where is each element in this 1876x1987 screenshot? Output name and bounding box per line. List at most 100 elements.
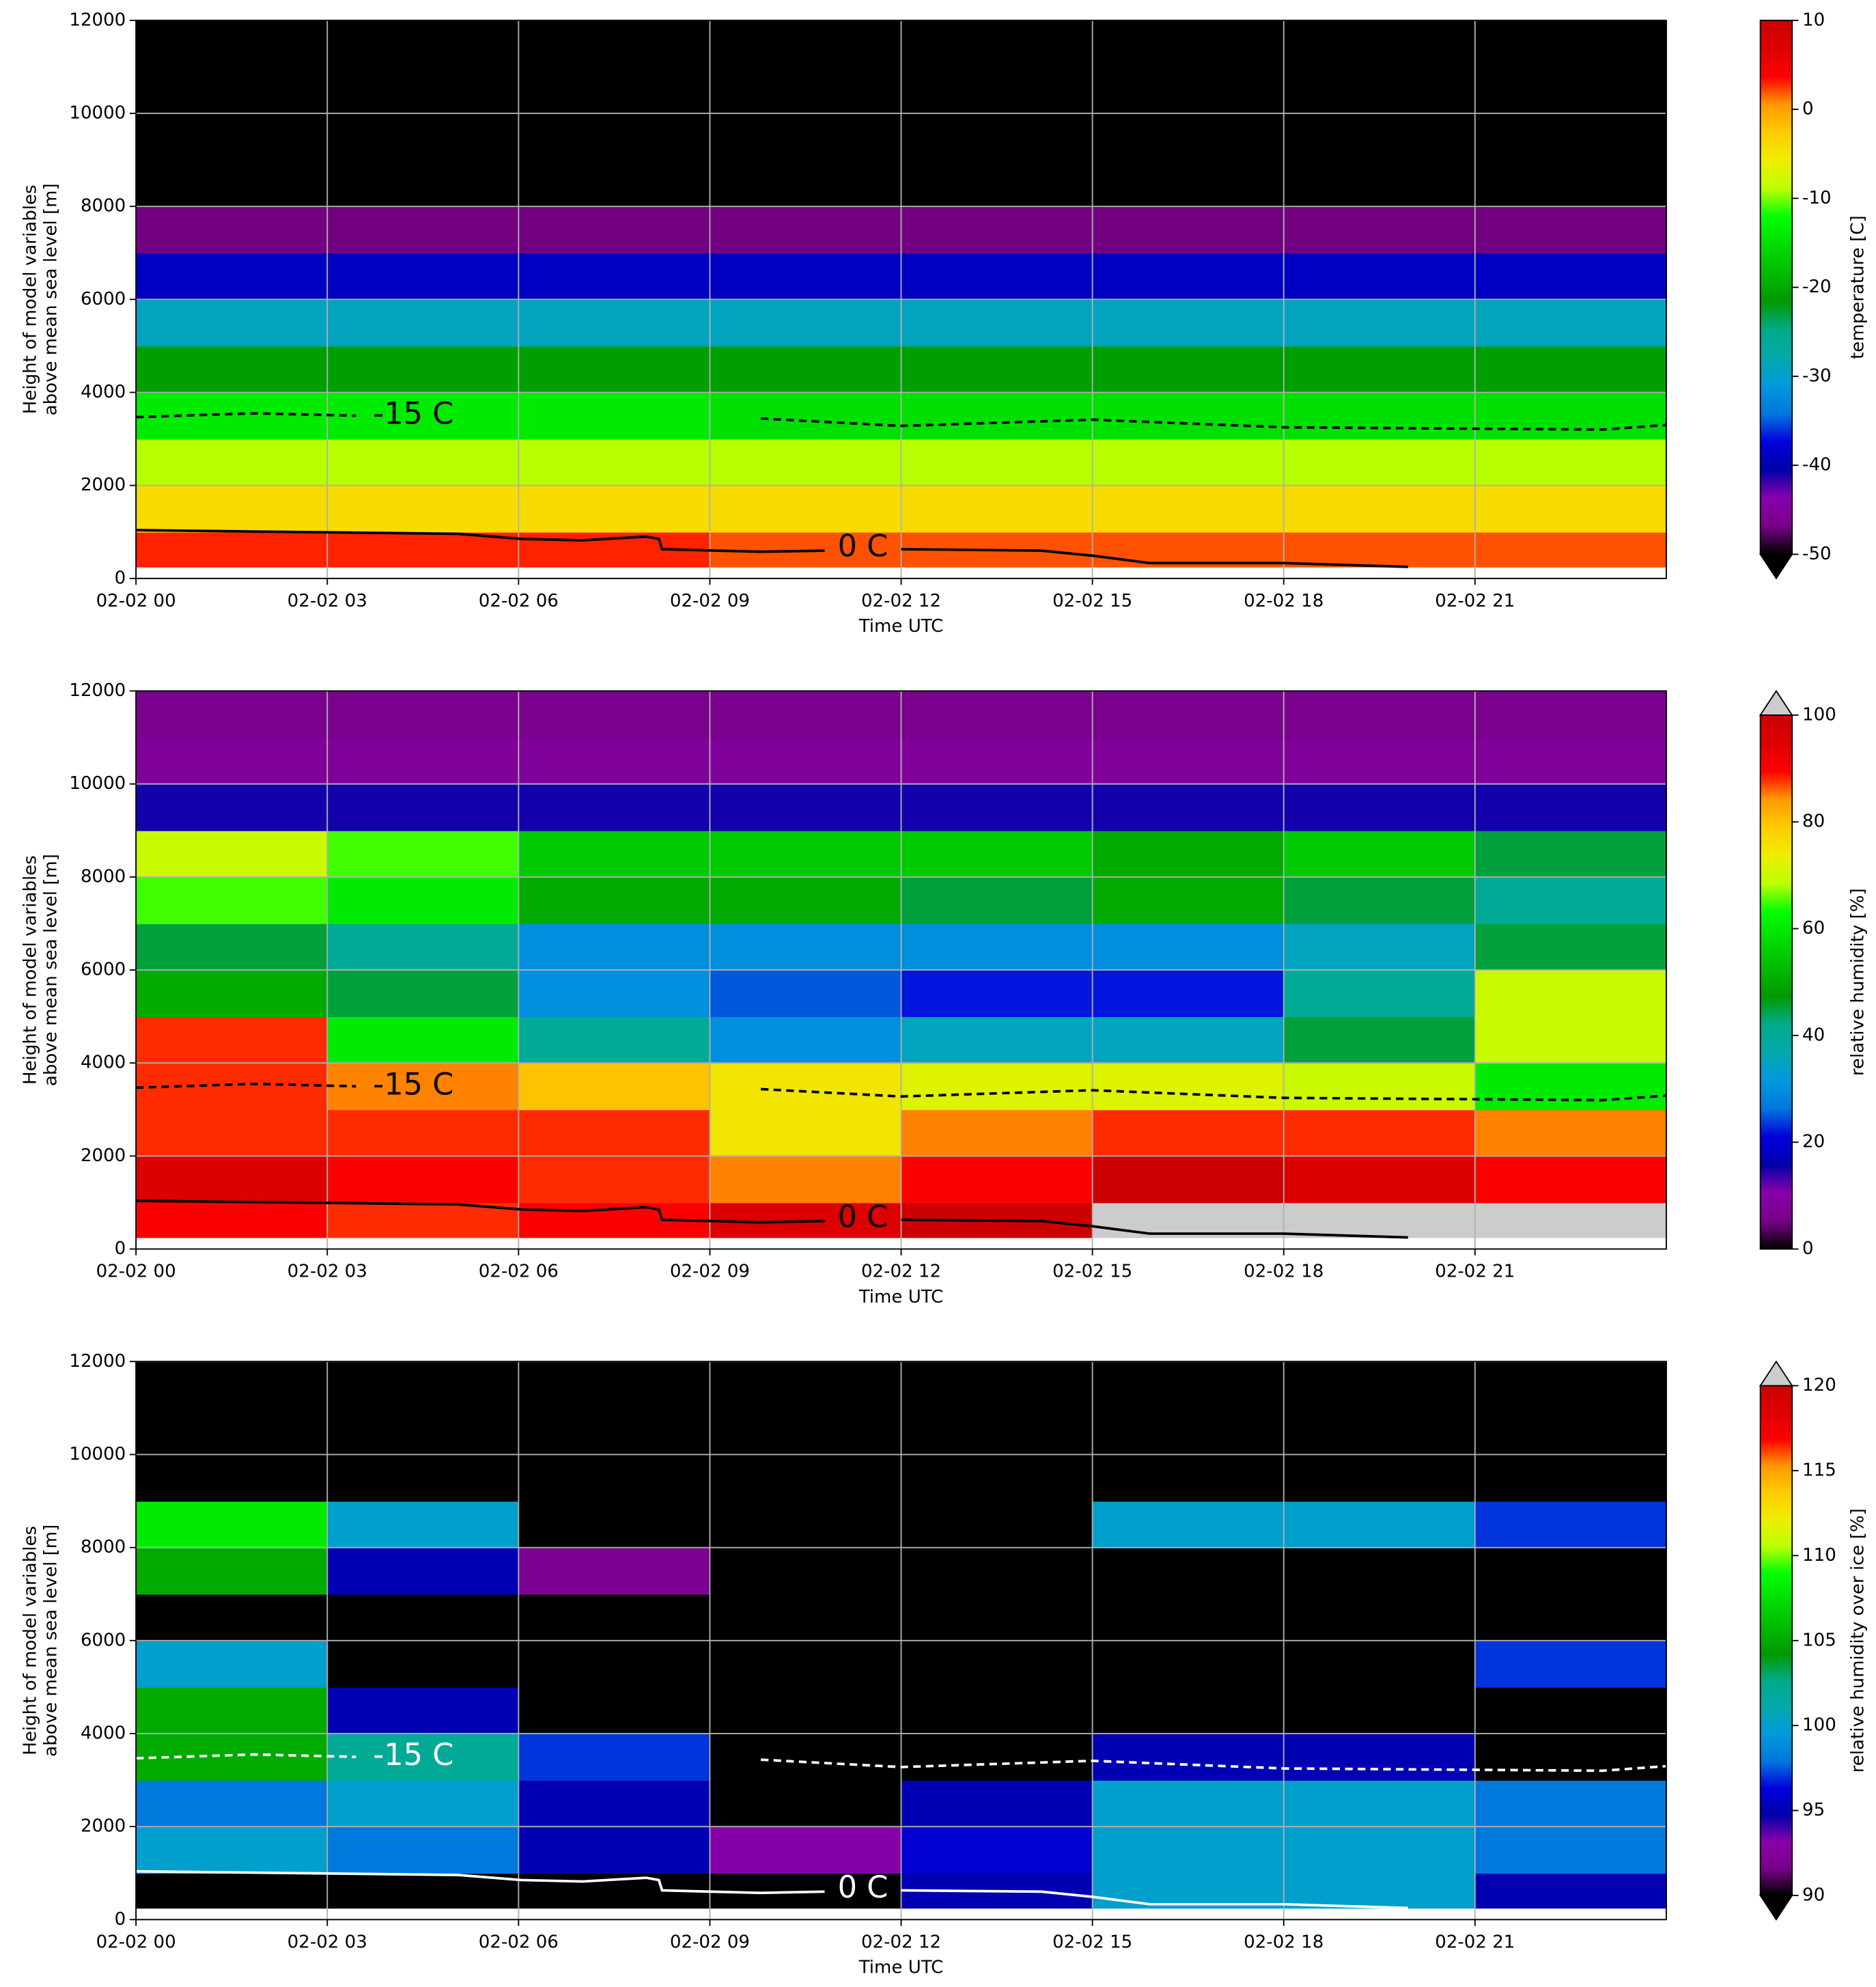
x-tick-label: 02-02 15	[1052, 1262, 1132, 1282]
y-tick-label: 12000	[69, 10, 126, 30]
heatmap-cell	[518, 206, 711, 254]
contour-line	[136, 1199, 1408, 1239]
heatmap-cell	[1474, 299, 1667, 347]
heatmap-cell	[136, 1408, 328, 1456]
heatmap-cell	[327, 737, 520, 785]
heatmap-cell	[518, 113, 711, 161]
heatmap-cell	[710, 783, 902, 831]
heatmap-cell	[518, 970, 711, 1018]
heatmap-cell	[901, 485, 1093, 533]
heatmap-cell	[1283, 253, 1476, 301]
heatmap-cell	[1092, 1686, 1285, 1734]
x-tick-label: 02-02 12	[861, 591, 941, 611]
heatmap-cell	[901, 1361, 1093, 1409]
heatmap-cell	[136, 1454, 328, 1502]
heatmap-cell	[901, 1640, 1093, 1688]
heatmap-cell	[1283, 299, 1476, 347]
heatmap-cell	[901, 691, 1093, 738]
heatmap-cell	[136, 923, 328, 971]
heatmap-cell	[1092, 830, 1285, 878]
heatmap-cell	[327, 783, 520, 831]
heatmap-cell	[1092, 253, 1285, 301]
heatmap-cell	[1283, 20, 1476, 68]
heatmap-cell	[901, 830, 1093, 878]
heatmap-cell	[710, 1408, 902, 1456]
heatmap-cell	[901, 1109, 1093, 1157]
heatmap-cell	[518, 66, 711, 114]
y-tick-label: 4000	[81, 1053, 126, 1073]
heatmap-cell	[1092, 1202, 1285, 1238]
x-tick-label: 02-02 12	[861, 1262, 941, 1282]
colorbar-tick-label: 10	[1802, 10, 1825, 30]
heatmap-cell	[136, 206, 328, 254]
heatmap-cell	[1283, 1408, 1476, 1456]
heatmap-cell	[518, 160, 711, 208]
heatmap-cell	[1092, 783, 1285, 831]
heatmap-cell	[1092, 206, 1285, 254]
heatmap-cell	[327, 876, 520, 924]
heatmap-cell	[1283, 923, 1476, 971]
heatmap-cell	[518, 1063, 711, 1111]
y-tick-label: 2000	[81, 1145, 126, 1166]
colorbar-tick-label: 120	[1802, 1375, 1836, 1395]
heatmap-cell	[1474, 531, 1667, 568]
heatmap-cell	[1092, 1016, 1285, 1064]
heatmap-cell	[1474, 830, 1667, 878]
heatmap-cell	[327, 1109, 520, 1157]
heatmap-cell	[1092, 439, 1285, 486]
contour-line	[136, 1082, 1667, 1102]
y-axis-label-line: above mean sea level [m]	[40, 1525, 61, 1757]
heatmap-cell	[1092, 923, 1285, 971]
heatmap-cell	[327, 346, 520, 393]
heatmap-cell	[1092, 876, 1285, 924]
y-tick-label: 0	[115, 568, 126, 588]
heatmap-cell	[136, 1686, 328, 1734]
heatmap-cell	[136, 783, 328, 831]
heatmap-cell	[136, 346, 328, 393]
heatmap-cell	[136, 1156, 328, 1204]
colorbar-label: relative humidity over ice [%]	[1847, 1508, 1868, 1773]
heatmap-cell	[901, 346, 1093, 393]
colorbar-extend-under	[1759, 1895, 1793, 1921]
heatmap-cell	[327, 1640, 520, 1688]
x-axis-label: Time UTC	[858, 616, 944, 637]
heatmap-cell	[901, 1063, 1093, 1111]
heatmap-cell	[901, 1454, 1093, 1502]
heatmap-cell	[710, 1156, 902, 1204]
y-tick-label: 0	[115, 1238, 126, 1259]
heatmap-cell	[327, 1361, 520, 1409]
heatmap-cell	[1474, 1686, 1667, 1734]
heatmap-cell	[1283, 531, 1476, 568]
heatmap-cell	[1474, 970, 1667, 1018]
heatmap-cell	[901, 1686, 1093, 1734]
heatmap-cell	[327, 1454, 520, 1502]
heatmap-cell	[136, 113, 328, 161]
heatmap-cell	[136, 439, 328, 486]
heatmap-cell	[710, 1594, 902, 1641]
colorbar-extend-over	[1759, 1360, 1793, 1387]
y-tick-label: 12000	[69, 680, 126, 701]
contour-line	[136, 1753, 1667, 1773]
heatmap-cell	[1283, 783, 1476, 831]
heatmap-cell	[518, 1594, 711, 1641]
y-tick-label: 2000	[81, 475, 126, 495]
heatmap-cell	[710, 1686, 902, 1734]
heatmap-cell	[136, 1873, 328, 1909]
heatmap-cell	[327, 1826, 520, 1874]
x-tick-label: 02-02 09	[670, 1262, 750, 1282]
heatmap-cell	[327, 20, 520, 68]
contour-label: 0 C	[838, 1199, 888, 1234]
heatmap-cell	[136, 531, 328, 568]
axes-frame	[135, 1361, 1667, 1921]
heatmap-cell	[136, 299, 328, 347]
colorbar-tick-label: 115	[1802, 1460, 1836, 1481]
heatmap-cell	[136, 1016, 328, 1064]
heatmap-cell	[710, 439, 902, 486]
heatmap-cell	[1474, 439, 1667, 486]
heatmap-cell	[136, 691, 328, 738]
heatmap-cell	[136, 1547, 328, 1595]
heatmap-cell	[1283, 1640, 1476, 1688]
heatmap-cell	[1092, 1156, 1285, 1204]
heatmap-cell	[518, 485, 711, 533]
contour-line	[136, 1870, 1408, 1910]
